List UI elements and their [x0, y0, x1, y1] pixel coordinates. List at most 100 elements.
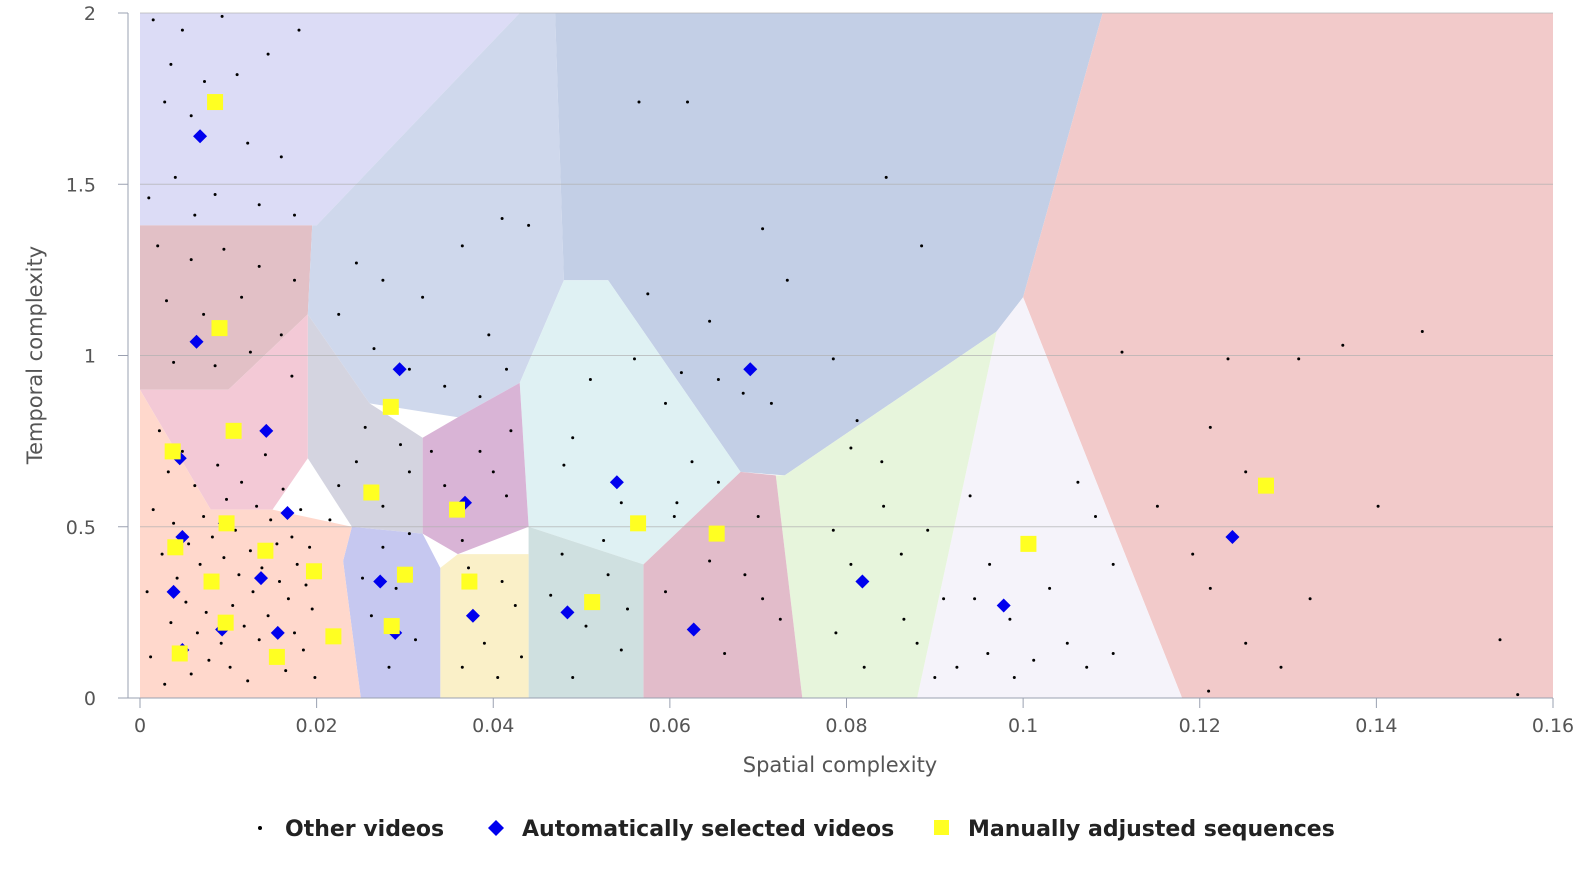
point-other: [664, 401, 667, 405]
region-0: [140, 13, 520, 226]
point-other: [988, 562, 992, 566]
point-other: [1244, 470, 1248, 474]
point-other: [308, 545, 312, 549]
point-other: [313, 676, 317, 679]
point-other: [147, 196, 151, 200]
point-other: [831, 528, 835, 532]
point-other: [216, 463, 220, 467]
point-auto: [855, 574, 870, 589]
point-other: [1244, 641, 1248, 645]
point-other: [986, 652, 990, 655]
y-tick-label: 0.5: [66, 517, 96, 539]
point-other: [1498, 638, 1502, 642]
point-other: [785, 278, 789, 282]
point-other: [862, 665, 866, 669]
point-other: [741, 391, 745, 395]
point-other: [228, 665, 232, 669]
point-other: [571, 436, 575, 440]
point-other: [414, 638, 417, 642]
point-other: [478, 449, 482, 453]
point-other: [1111, 562, 1115, 566]
point-other: [1208, 425, 1212, 429]
point-other: [213, 364, 217, 368]
point-other: [1065, 641, 1069, 645]
point-other: [849, 562, 853, 566]
point-other: [257, 638, 261, 642]
point-manual: [171, 645, 188, 662]
point-other: [266, 52, 270, 56]
y-tick-labels: 0 0.5 1 1.5 2: [66, 3, 128, 710]
point-other: [222, 247, 226, 251]
point-other: [301, 648, 305, 652]
point-other: [180, 449, 184, 453]
point-other: [756, 515, 760, 518]
point-other: [278, 580, 281, 583]
point-manual: [325, 628, 342, 645]
point-other: [460, 539, 464, 542]
region-6: [775, 331, 997, 698]
point-other: [1207, 689, 1211, 693]
legend-marker-other: [258, 826, 262, 830]
legend-item-other[interactable]: Other videos: [258, 817, 444, 842]
point-manual: [382, 398, 399, 415]
point-other: [920, 244, 924, 248]
point-other: [219, 641, 223, 645]
point-other: [560, 552, 564, 556]
legend-item-auto[interactable]: Automatically selected videos: [488, 817, 894, 842]
point-other: [290, 374, 294, 378]
point-other: [381, 504, 385, 508]
point-other: [761, 597, 765, 601]
point-other: [460, 665, 464, 669]
point-auto: [259, 423, 274, 438]
x-tick-labels: 0 0.02 0.04 0.06 0.08 0.1 0.12 0.14 0.16: [134, 698, 1574, 737]
point-other: [284, 669, 288, 673]
point-other: [571, 676, 575, 679]
point-other: [500, 580, 504, 583]
region-5: [917, 297, 1183, 698]
point-other: [478, 395, 482, 399]
point-other: [293, 631, 296, 635]
point-auto: [465, 608, 480, 623]
point-other: [1516, 693, 1520, 697]
point-other: [1191, 552, 1195, 556]
point-other: [195, 631, 199, 635]
point-other: [163, 100, 167, 104]
point-other: [231, 604, 235, 607]
point-manual: [630, 515, 647, 532]
region-8: [519, 280, 741, 565]
point-other: [1111, 652, 1115, 655]
point-other: [690, 460, 694, 464]
point-other: [354, 460, 358, 464]
point-manual: [257, 542, 274, 559]
point-other: [286, 597, 290, 601]
point-auto: [686, 622, 701, 637]
point-other: [849, 446, 853, 450]
legend-item-manual[interactable]: Manually adjusted sequences: [934, 817, 1335, 842]
point-other: [297, 28, 301, 32]
point-other: [933, 676, 937, 679]
point-other: [1341, 343, 1345, 347]
point-other: [163, 682, 167, 686]
point-other: [363, 425, 367, 429]
point-other: [1012, 676, 1016, 679]
point-other: [743, 573, 747, 577]
y-tick-label: 2: [84, 3, 96, 25]
point-other: [708, 319, 712, 323]
point-other: [973, 597, 977, 601]
x-tick-label: 0.14: [1355, 715, 1397, 737]
point-other: [1376, 504, 1380, 508]
point-other: [369, 614, 373, 618]
point-other: [487, 333, 491, 337]
point-other: [584, 624, 588, 628]
point-other: [407, 367, 411, 371]
point-other: [279, 155, 283, 159]
point-other: [606, 573, 610, 577]
point-other: [193, 213, 197, 217]
point-other: [299, 508, 303, 512]
point-other: [156, 244, 160, 248]
point-other: [646, 292, 650, 296]
point-other: [716, 378, 720, 381]
point-other: [926, 528, 930, 532]
point-other: [588, 378, 592, 381]
